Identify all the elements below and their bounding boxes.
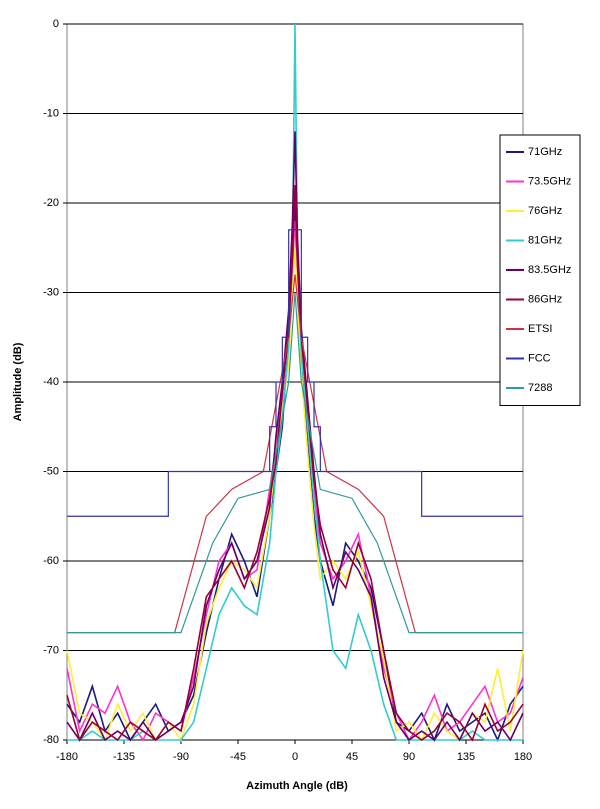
x-tick-label: -45 bbox=[230, 751, 246, 763]
legend-label: 86GHz bbox=[528, 293, 562, 305]
y-tick-label: -10 bbox=[43, 107, 59, 119]
x-tick-label: 135 bbox=[457, 751, 475, 763]
legend-label: 76GHz bbox=[528, 205, 562, 217]
x-tick-label: 180 bbox=[514, 751, 532, 763]
y-tick-label: -20 bbox=[43, 197, 59, 209]
legend-label: 81GHz bbox=[528, 234, 562, 246]
y-tick-label: 0 bbox=[53, 18, 59, 30]
x-tick-label: -90 bbox=[173, 751, 189, 763]
x-tick-label: -135 bbox=[113, 751, 135, 763]
y-tick-label: -50 bbox=[43, 465, 59, 477]
y-axis-label: Amplitude (dB) bbox=[12, 342, 24, 421]
y-tick-label: -40 bbox=[43, 376, 59, 388]
x-tick-label: 0 bbox=[292, 751, 298, 763]
legend-label: 71GHz bbox=[528, 146, 562, 158]
legend-label: ETSI bbox=[528, 323, 552, 335]
x-tick-label: -180 bbox=[56, 751, 78, 763]
series-line bbox=[66, 220, 524, 742]
x-tick-label: 45 bbox=[346, 751, 358, 763]
series-line bbox=[67, 229, 523, 517]
y-tick-label: -30 bbox=[43, 286, 59, 298]
legend-label: FCC bbox=[528, 352, 551, 364]
x-axis-label: Azimuth Angle (dB) bbox=[246, 780, 348, 792]
legend-label: 73.5GHz bbox=[528, 175, 571, 187]
series-line bbox=[67, 274, 523, 634]
legend-label: 7288 bbox=[528, 382, 552, 394]
series-line bbox=[67, 292, 523, 634]
x-tick-label: 90 bbox=[403, 751, 415, 763]
y-tick-label: -80 bbox=[43, 734, 59, 746]
y-tick-label: -60 bbox=[43, 555, 59, 567]
series-line bbox=[66, 185, 524, 742]
y-tick-label: -70 bbox=[43, 644, 59, 656]
legend-label: 83.5GHz bbox=[528, 264, 571, 276]
